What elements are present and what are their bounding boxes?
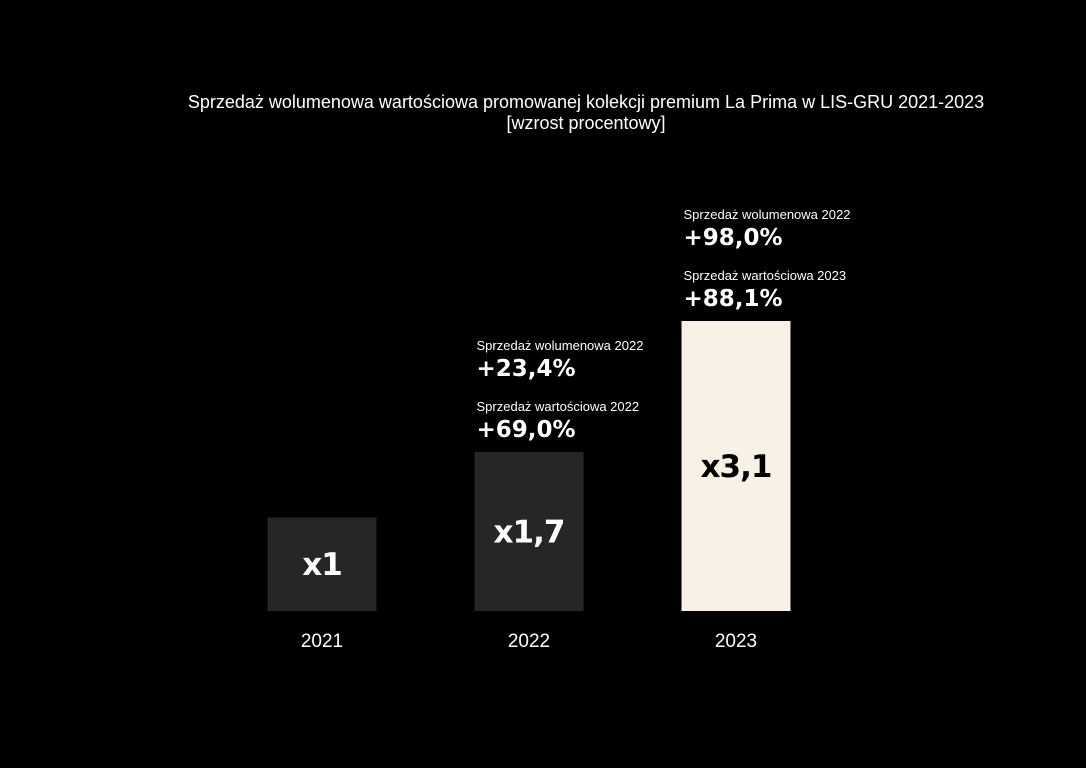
bar-value-label-2023: x3,1 <box>701 449 772 485</box>
annotation-label-2022-1: Sprzedaż wolumenowa 2022 <box>477 338 644 353</box>
annotation-label-2022-2: Sprzedaż wartościowa 2022 <box>477 399 640 414</box>
chart-title: Sprzedaż wolumenowa wartościowa promowan… <box>187 92 985 112</box>
annotation-value-2023-2: +88,1% <box>684 286 783 312</box>
bar-2022 <box>474 451 584 611</box>
chart-title-block: Sprzedaż wolumenowa wartościowa promowan… <box>0 92 1086 134</box>
x-tick-label-2021: 2021 <box>301 631 343 652</box>
bar-2023 <box>681 321 791 611</box>
annotation-value-2022-2: +69,0% <box>477 417 576 443</box>
annotation-label-2023-2: Sprzedaż wartościowa 2023 <box>684 268 847 283</box>
x-tick-label-2023: 2023 <box>715 631 757 652</box>
bar-value-label-2021: x1 <box>302 547 342 583</box>
chart-subtitle: [wzrost procentowy] <box>506 113 666 133</box>
annotation-value-2023-1: +98,0% <box>684 225 783 251</box>
x-tick-label-2022: 2022 <box>508 631 550 652</box>
bar-2021 <box>267 517 377 611</box>
annotation-value-2022-1: +23,4% <box>477 356 576 382</box>
annotation-label-2023-1: Sprzedaż wolumenowa 2022 <box>684 207 851 222</box>
bar-value-label-2022: x1,7 <box>494 514 565 550</box>
